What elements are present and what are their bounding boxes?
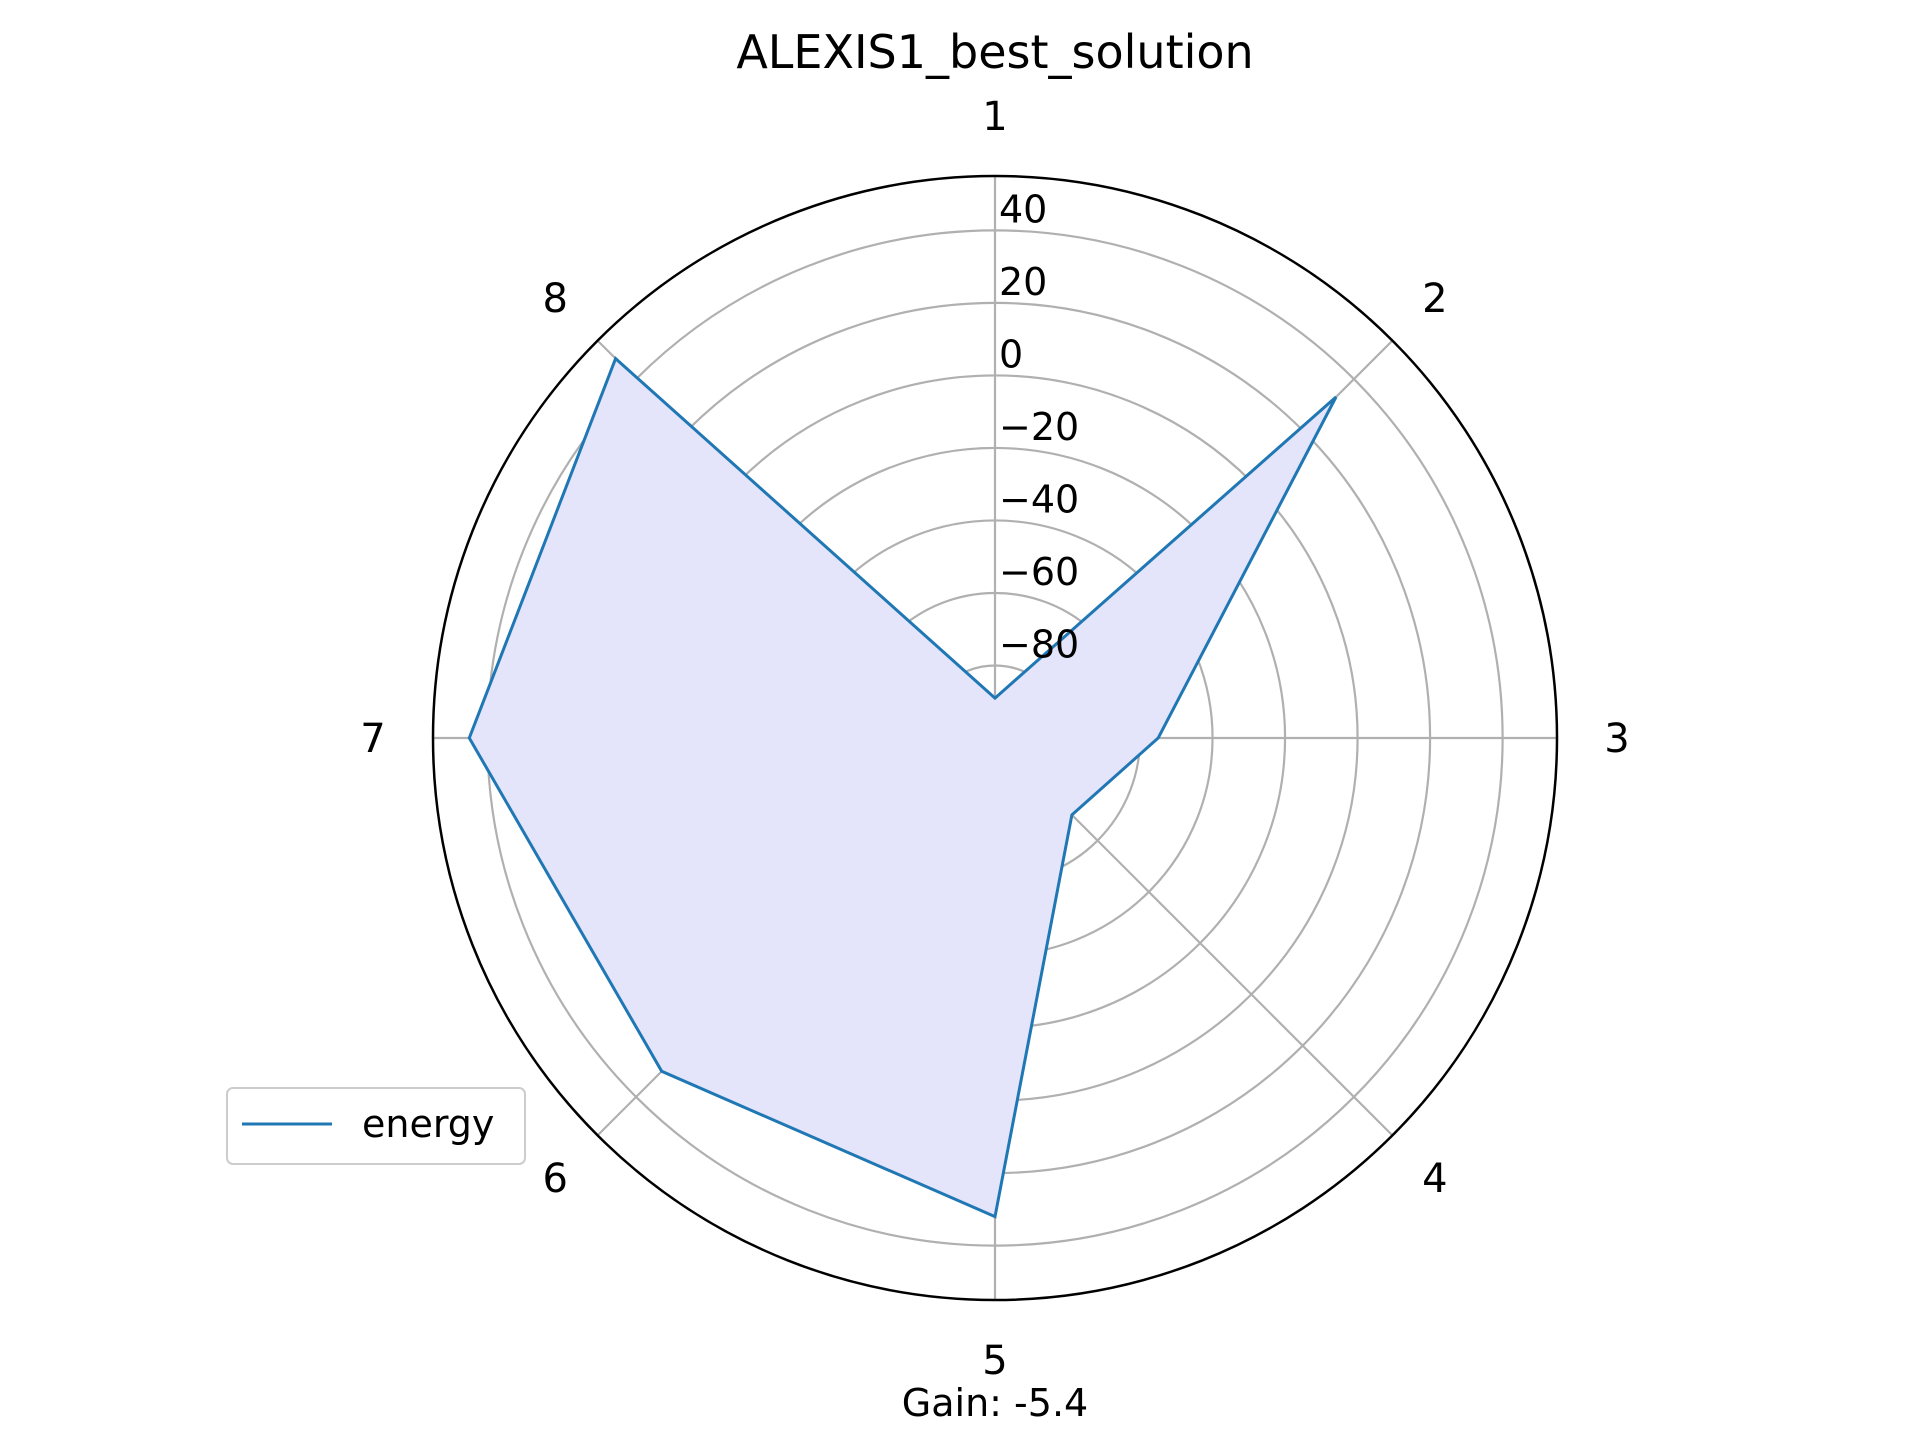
chart-title: ALEXIS1_best_solution	[736, 25, 1253, 79]
gain-footer: Gain: -5.4	[902, 1381, 1088, 1425]
r-tick-label: 0	[999, 332, 1023, 376]
radial-ticks: −80 −60 −40 −20 0 20 40	[999, 187, 1079, 666]
r-tick-label: 20	[999, 260, 1047, 304]
legend-energy-label: energy	[362, 1102, 494, 1146]
angular-labels: 1 2 3 4 5 6 7 8	[360, 94, 1629, 1384]
r-tick-label: 40	[999, 187, 1047, 231]
legend[interactable]: energy	[226, 1087, 526, 1165]
r-tick-label: −80	[999, 622, 1079, 666]
axis-label-3: 3	[1604, 716, 1629, 762]
polar-frame	[431, 174, 1559, 1302]
series-layer	[467, 356, 1338, 1219]
axis-label-6: 6	[542, 1156, 567, 1202]
axis-label-4: 4	[1422, 1156, 1447, 1202]
axis-label-5: 5	[982, 1338, 1007, 1384]
legend-box	[226, 1087, 526, 1165]
series-fill-energy	[469, 358, 1336, 1217]
r-tick-label: −20	[999, 405, 1079, 449]
axis-label-8: 8	[542, 276, 567, 322]
r-tick-label: −60	[999, 550, 1079, 594]
r-tick-label: −40	[999, 477, 1079, 521]
axis-label-7: 7	[360, 716, 385, 762]
axis-label-1: 1	[982, 94, 1007, 140]
axis-label-2: 2	[1422, 276, 1447, 322]
